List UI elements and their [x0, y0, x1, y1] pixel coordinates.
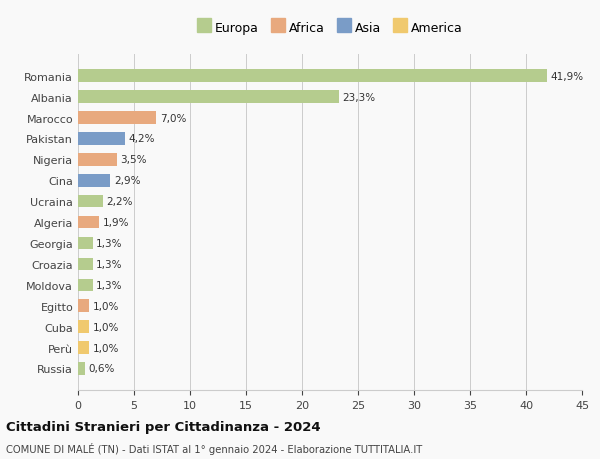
Text: 1,9%: 1,9% [103, 218, 129, 228]
Bar [78, 133, 125, 146]
Bar [78, 91, 339, 104]
Text: 7,0%: 7,0% [160, 113, 186, 123]
Text: 41,9%: 41,9% [551, 72, 584, 82]
Text: 1,0%: 1,0% [92, 301, 119, 311]
Text: 23,3%: 23,3% [343, 92, 376, 102]
Text: 4,2%: 4,2% [128, 134, 155, 144]
Bar [78, 216, 99, 229]
Text: 3,5%: 3,5% [121, 155, 147, 165]
Text: COMUNE DI MALÉ (TN) - Dati ISTAT al 1° gennaio 2024 - Elaborazione TUTTITALIA.IT: COMUNE DI MALÉ (TN) - Dati ISTAT al 1° g… [6, 442, 422, 453]
Bar [78, 363, 85, 375]
Text: 1,0%: 1,0% [92, 343, 119, 353]
Text: Cittadini Stranieri per Cittadinanza - 2024: Cittadini Stranieri per Cittadinanza - 2… [6, 420, 320, 433]
Bar [78, 300, 89, 312]
Bar [78, 196, 103, 208]
Bar [78, 321, 89, 333]
Bar [78, 237, 92, 250]
Legend: Europa, Africa, Asia, America: Europa, Africa, Asia, America [194, 18, 466, 38]
Text: 2,2%: 2,2% [106, 197, 133, 207]
Text: 2,9%: 2,9% [114, 176, 140, 186]
Bar [78, 279, 92, 291]
Text: 1,3%: 1,3% [96, 280, 122, 290]
Bar [78, 70, 547, 83]
Text: 1,0%: 1,0% [92, 322, 119, 332]
Bar [78, 154, 117, 166]
Bar [78, 341, 89, 354]
Text: 1,3%: 1,3% [96, 239, 122, 248]
Bar [78, 112, 157, 124]
Text: 0,6%: 0,6% [88, 364, 115, 374]
Bar [78, 258, 92, 271]
Bar [78, 174, 110, 187]
Text: 1,3%: 1,3% [96, 259, 122, 269]
